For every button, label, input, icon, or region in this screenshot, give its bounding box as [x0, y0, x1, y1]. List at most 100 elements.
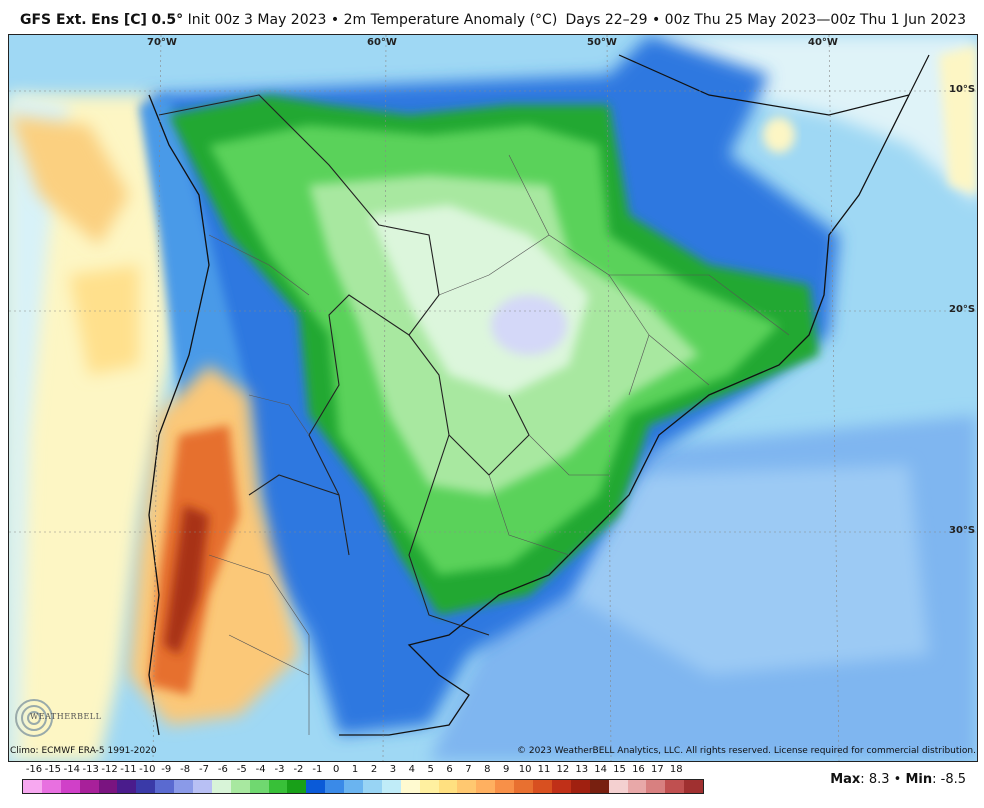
ens-label: Ens [C]: [91, 12, 147, 28]
north-coast-line: [618, 54, 930, 116]
colorbar-tick-label: -15: [44, 764, 62, 775]
colorbar-cell: [363, 780, 382, 793]
lat-label-30s: 30°S: [949, 525, 976, 536]
colorbar-cell: [627, 780, 647, 793]
colorbar-cell: [193, 780, 212, 793]
colorbar-tick-label: -11: [120, 764, 137, 775]
colorbar-cell: [155, 780, 175, 793]
south-atlantic-mid: [569, 465, 929, 675]
model-name: GFS Ext.: [20, 12, 87, 28]
climo-credit: Climo: ECMWF ERA-5 1991-2020: [10, 746, 157, 756]
colorbar-tick-label: 17: [650, 764, 664, 775]
colorbar-tick-label: -12: [101, 764, 118, 775]
map-title: GFS Ext. Ens [C] 0.5° Init 00z 3 May 202…: [20, 12, 557, 28]
colorbar-tick-label: 4: [408, 764, 415, 775]
colorbar-cell: [665, 780, 685, 793]
min-label: Min: [905, 772, 933, 787]
colorbar-cell: [646, 780, 666, 793]
resolution-label: 0.5°: [151, 12, 184, 28]
colorbar-cell: [60, 780, 80, 793]
colorbar-cell: [551, 780, 571, 793]
max-value: 8.3: [868, 772, 890, 787]
colorbar-cell: [684, 780, 704, 793]
colorbar-tick-label: 12: [556, 764, 570, 775]
max-min-readout: Max: 8.3 • Min: -8.5: [830, 772, 966, 787]
colorbar-tick-label: -5: [236, 764, 247, 775]
lat-label-10s: 10°S: [949, 84, 976, 95]
title-separator: •: [330, 12, 340, 28]
colorbar-cell: [495, 780, 515, 793]
colorbar-tick-label: -2: [293, 764, 304, 775]
colorbar-tick-label: -13: [82, 764, 99, 775]
colorbar-tick-label: 2: [370, 764, 378, 775]
pacific-cool: [9, 95, 69, 761]
colorbar-tick-label: 15: [613, 764, 626, 775]
colorbar-cell: [400, 780, 420, 793]
colorbar-tick-label: 0: [333, 764, 340, 775]
colorbar-tick-label: -14: [63, 764, 80, 775]
colorbar-cell: [41, 780, 61, 793]
colorbar-tick-label: -16: [25, 764, 43, 775]
peru-warm: [9, 115, 129, 245]
colorbar-tick-label: -7: [199, 764, 209, 775]
colorbar-cell: [438, 780, 458, 793]
west-coast-line: [148, 94, 210, 736]
colorbar-cell: [306, 780, 326, 793]
copyright-credit: © 2023 WeatherBELL Analytics, LLC. All r…: [517, 746, 976, 756]
colorbar-cell: [136, 780, 156, 793]
lon-label-50w: 50°W: [587, 37, 617, 48]
range-separator: •: [651, 12, 661, 28]
colorbar-cell: [174, 780, 194, 793]
anomaly-map[interactable]: 70°W 60°W 50°W 40°W 10°S 20°S 30°S: [8, 34, 978, 762]
colorbar-cell: [514, 780, 534, 793]
colorbar-tick-label: -9: [161, 764, 172, 775]
east-coast-line: [339, 94, 910, 736]
colorbar-tick-label: 6: [446, 764, 453, 775]
field-label: 2m Temperature Anomaly (°C): [343, 12, 558, 28]
atlantic-warm-spot: [763, 117, 795, 153]
hot-core: [164, 505, 209, 655]
colorbar-cell: [457, 780, 477, 793]
colorbar-tick-label: 14: [594, 764, 608, 775]
map-header: GFS Ext. Ens [C] 0.5° Init 00z 3 May 202…: [0, 0, 984, 34]
colorbar-tick-label: -6: [217, 764, 228, 775]
colorbar-cell: [268, 780, 288, 793]
colorbar-cell: [589, 780, 609, 793]
colorbar-cell: [533, 780, 552, 793]
init-label: Init 00z 3 May 2023: [187, 12, 327, 28]
colorbar-tick-label: -3: [274, 764, 285, 775]
colorbar-cell: [476, 780, 496, 793]
state-borders: [208, 154, 790, 735]
colorbar-cell: [79, 780, 99, 793]
colorbar-tick-label: 7: [465, 764, 472, 775]
colorbar-tick-label: 16: [632, 764, 645, 775]
colorbar-labels: -16 -15 -14 -13 -12 -11 -10 -9 -8 -7 -6 -5 -4 -3 -2 -1 0…: [22, 764, 702, 778]
min-value: -8.5: [940, 772, 966, 787]
colorbar-tick-label: -4: [255, 764, 266, 775]
colorbar-tick-label: 13: [575, 764, 589, 775]
colorbar-tick-label: 1: [351, 764, 359, 775]
colorbar-tick-label: 9: [503, 764, 510, 775]
colorbar-cell: [419, 780, 439, 793]
lon-label-60w: 60°W: [367, 37, 397, 48]
lat-label-20s: 20°S: [949, 304, 976, 315]
colorbar-tick-label: 10: [518, 764, 532, 775]
colorbar-cell: [325, 780, 345, 793]
graticule: [9, 35, 977, 761]
colorbar-cell: [608, 780, 628, 793]
colorbar-tick-label: -1: [312, 764, 323, 775]
colorbar-cell: [381, 780, 401, 793]
lavender-spot: [491, 295, 567, 355]
valid-range: Days 22–29 • 00z Thu 25 May 2023—00z Thu…: [565, 12, 966, 28]
colorbar-cell: [287, 780, 307, 793]
logo-text: WEATHERBELL: [30, 712, 102, 721]
colorbar-cell: [249, 780, 269, 793]
colorbar-cell: [211, 780, 231, 793]
range-label: 00z Thu 25 May 2023—00z Thu 1 Jun 2023: [664, 12, 966, 28]
lon-label-70w: 70°W: [147, 37, 177, 48]
colorbar-cell: [344, 780, 364, 793]
colorbar-cell: [570, 780, 590, 793]
colorbar-cell: [230, 780, 250, 793]
pacific-warm: [9, 95, 184, 761]
lon-label-40w: 40°W: [808, 37, 838, 48]
